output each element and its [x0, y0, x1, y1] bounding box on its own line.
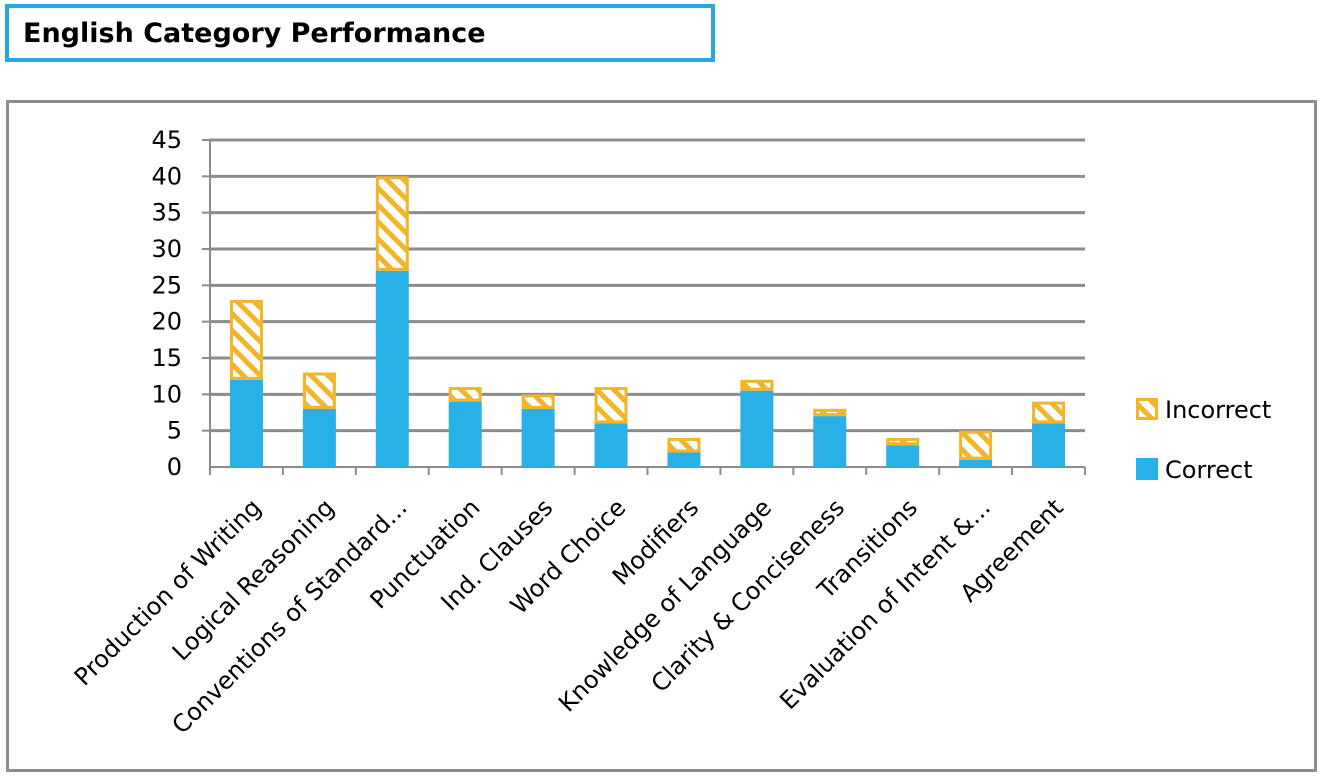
y-tick-label: 25 [151, 271, 182, 299]
bar-incorrect [302, 372, 336, 409]
bar-correct [229, 379, 263, 467]
bar-incorrect [959, 430, 993, 460]
bar-incorrect [1032, 401, 1066, 424]
y-tick-label: 15 [151, 344, 182, 372]
legend-swatch-incorrect [1136, 398, 1158, 420]
bar-incorrect [667, 437, 701, 453]
bar-incorrect [375, 176, 409, 271]
bar-incorrect [813, 408, 847, 417]
bar-correct [521, 408, 555, 467]
y-tick-label: 45 [151, 126, 182, 154]
bar-incorrect [740, 379, 774, 391]
bar-correct [813, 416, 847, 467]
y-tick-label: 35 [151, 199, 182, 227]
bar-correct [959, 459, 993, 467]
bar-correct [375, 270, 409, 467]
bar-correct [302, 408, 336, 467]
bar-incorrect [521, 394, 555, 409]
y-tick-label: 40 [151, 162, 182, 190]
y-tick-label: 10 [151, 380, 182, 408]
y-tick-label: 30 [151, 235, 182, 263]
bar-incorrect [448, 387, 482, 402]
bar-incorrect [886, 437, 920, 446]
y-tick-label: 5 [167, 417, 182, 445]
y-tick-label: 20 [151, 308, 182, 336]
bar-correct [886, 445, 920, 467]
legend-label-correct: Correct [1165, 456, 1253, 484]
page-title: English Category Performance [23, 18, 486, 49]
legend-swatch-correct [1136, 458, 1158, 480]
bar-correct [667, 452, 701, 467]
bar-correct [594, 423, 628, 467]
bar-incorrect [594, 387, 628, 424]
bar-correct [1032, 423, 1066, 467]
legend-label-incorrect: Incorrect [1165, 396, 1271, 424]
title-box: English Category Performance [5, 4, 715, 62]
bar-correct [740, 390, 774, 467]
y-tick-label: 0 [167, 453, 182, 481]
bar-incorrect [229, 299, 263, 380]
bar-correct [448, 401, 482, 467]
